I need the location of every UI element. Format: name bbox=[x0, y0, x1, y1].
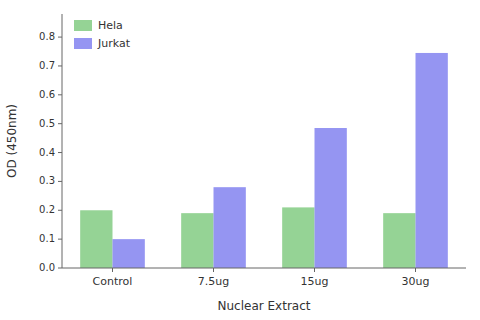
legend-swatch bbox=[74, 20, 92, 31]
y-tick bbox=[58, 268, 62, 269]
legend-label: Jurkat bbox=[97, 37, 131, 50]
legend: Hela Jurkat bbox=[74, 19, 131, 50]
y-tick-label: 0.5 bbox=[39, 118, 55, 129]
bar bbox=[80, 210, 112, 268]
x-tick-label: 7.5ug bbox=[198, 275, 229, 288]
y-tick-label: 0.8 bbox=[39, 31, 55, 42]
x-tick-label: Control bbox=[93, 275, 133, 288]
bar bbox=[282, 207, 314, 268]
legend-swatch bbox=[74, 38, 92, 49]
y-tick bbox=[58, 37, 62, 38]
y-tick-label: 0.6 bbox=[39, 89, 55, 100]
y-tick bbox=[58, 210, 62, 211]
y-tick-label: 0.4 bbox=[39, 147, 55, 158]
y-axis-label: OD (450nm) bbox=[5, 104, 19, 178]
bar bbox=[214, 187, 246, 268]
bars bbox=[80, 53, 448, 268]
x-tick bbox=[213, 268, 214, 272]
y-tick bbox=[58, 94, 62, 95]
y-tick-label: 0.3 bbox=[39, 175, 55, 186]
y-tick bbox=[58, 181, 62, 182]
x-tick-label: 30ug bbox=[402, 275, 430, 288]
x-axis-line bbox=[62, 268, 466, 269]
x-axis-label: Nuclear Extract bbox=[218, 299, 311, 313]
y-axis-line bbox=[62, 14, 63, 268]
x-tick bbox=[112, 268, 113, 272]
bar bbox=[383, 213, 415, 268]
y-tick bbox=[58, 65, 62, 66]
y-tick-label: 0.1 bbox=[39, 233, 55, 244]
chart: 0.0 0.1 0.2 0.3 0.4 0.5 0.6 0.7 0.8 Control 7.5ug 1… bbox=[0, 0, 480, 320]
y-tick-label: 0.0 bbox=[39, 262, 55, 273]
y-tick bbox=[58, 123, 62, 124]
y-tick-label: 0.7 bbox=[39, 60, 55, 71]
chart-container: 0.0 0.1 0.2 0.3 0.4 0.5 0.6 0.7 0.8 Control 7.5ug 1… bbox=[0, 0, 480, 320]
bar bbox=[113, 239, 145, 268]
y-tick bbox=[58, 152, 62, 153]
y-tick-label: 0.2 bbox=[39, 204, 55, 215]
bar bbox=[416, 53, 448, 268]
x-tick bbox=[314, 268, 315, 272]
x-tick-label: 15ug bbox=[301, 275, 329, 288]
y-tick bbox=[58, 239, 62, 240]
legend-label: Hela bbox=[98, 19, 123, 32]
bar bbox=[315, 128, 347, 268]
x-tick bbox=[415, 268, 416, 272]
bar bbox=[181, 213, 213, 268]
